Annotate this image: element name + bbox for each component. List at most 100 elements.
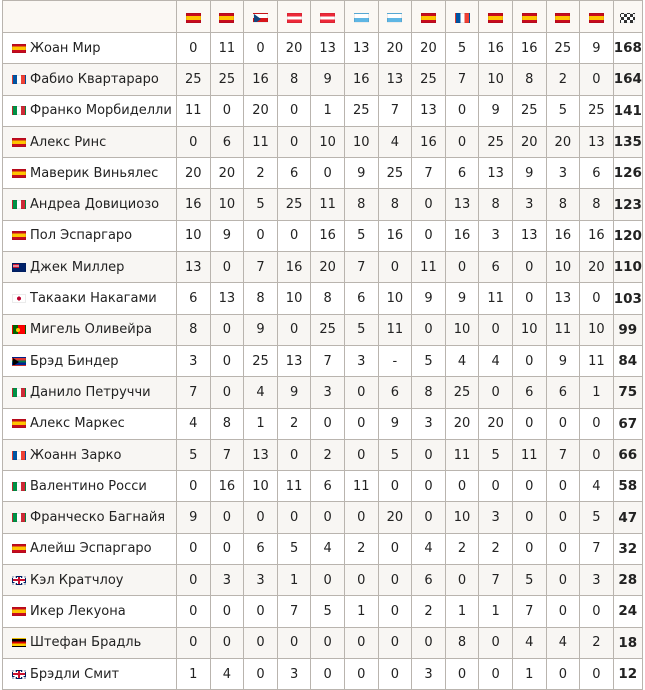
- flag-it-icon: [12, 481, 26, 491]
- rider-name: Алейш Эспаргаро: [30, 541, 152, 557]
- score-cell: 0: [545, 657, 581, 690]
- score-cell: 11: [511, 438, 547, 472]
- score-cell: 6: [176, 282, 211, 315]
- score-cell: 9: [310, 63, 345, 96]
- score-cell: 0: [478, 376, 513, 409]
- rider-name: Мигель Оливейра: [30, 322, 152, 338]
- total-points-cell: 103: [612, 282, 643, 315]
- score-cell: 5: [343, 219, 379, 253]
- flag-at-icon: [320, 12, 336, 23]
- score-cell: 0: [209, 501, 245, 534]
- score-cell: 7: [579, 532, 614, 566]
- score-cell: 7: [209, 438, 245, 472]
- score-cell: 13: [209, 282, 245, 315]
- total-points-cell: 24: [612, 595, 643, 628]
- score-cell: 0: [209, 344, 245, 378]
- score-cell: 0: [545, 532, 581, 566]
- score-cell: 0: [343, 626, 379, 659]
- rider-name: Алекс Маркес: [30, 416, 125, 432]
- score-cell: 16: [209, 470, 245, 503]
- score-cell: 4: [511, 626, 547, 659]
- score-cell: 9: [444, 282, 480, 315]
- score-cell: 6: [411, 564, 446, 597]
- round-header-11: [511, 0, 547, 33]
- score-cell: 1: [176, 657, 211, 690]
- score-cell: 7: [310, 344, 345, 378]
- score-cell: 4: [444, 344, 480, 378]
- rider-name: Андреа Довициозо: [30, 197, 160, 213]
- score-cell: 25: [243, 344, 278, 378]
- total-points-cell: 12: [612, 657, 643, 690]
- score-cell: 8: [411, 376, 446, 409]
- total-points-cell: 67: [612, 407, 643, 440]
- score-cell: 0: [411, 626, 446, 659]
- flag-it-icon: [12, 513, 26, 523]
- score-cell: 0: [276, 626, 312, 659]
- score-cell: 11: [377, 313, 413, 346]
- score-cell: 13: [176, 251, 211, 284]
- rider-name-cell: Франческо Багнайя: [2, 501, 177, 534]
- rider-name: Данило Петруччи: [30, 384, 151, 400]
- round-header-8: [411, 0, 446, 33]
- score-cell: 0: [545, 407, 581, 440]
- score-cell: 3: [310, 376, 345, 409]
- score-cell: 1: [310, 94, 345, 127]
- score-cell: 6: [343, 282, 379, 315]
- score-cell: 8: [478, 188, 513, 221]
- flag-es-icon: [219, 12, 235, 23]
- flag-es-icon: [12, 544, 26, 554]
- score-cell: 11: [478, 282, 513, 315]
- flag-es-icon: [12, 606, 26, 616]
- score-cell: 0: [545, 595, 581, 628]
- total-points-cell: 32: [612, 532, 643, 566]
- score-cell: 0: [444, 94, 480, 127]
- score-cell: 9: [343, 157, 379, 190]
- score-cell: 20: [411, 31, 446, 65]
- score-cell: 0: [478, 470, 513, 503]
- score-cell: 5: [444, 31, 480, 65]
- score-cell: 0: [511, 344, 547, 378]
- flag-it-icon: [12, 200, 26, 210]
- score-cell: 8: [545, 188, 581, 221]
- score-cell: 6: [478, 251, 513, 284]
- score-cell: 0: [310, 626, 345, 659]
- score-cell: 20: [478, 407, 513, 440]
- score-cell: 3: [511, 188, 547, 221]
- total-points-cell: 75: [612, 376, 643, 409]
- table-row: Данило Петруччи 7 0 4 9 3 0 6 8 25 0 6 6 1 75: [2, 376, 643, 409]
- table-row: Брэд Биндер 3 0 25 13 7 3-5 4 4 0 9 11 84: [2, 344, 643, 378]
- score-cell: 0: [511, 470, 547, 503]
- score-cell: 5: [377, 438, 413, 472]
- rider-name: Франко Морбиделли: [30, 103, 172, 119]
- score-cell: 0: [276, 501, 312, 534]
- score-cell: 0: [511, 251, 547, 284]
- score-cell: 5: [343, 313, 379, 346]
- score-cell: 2: [545, 63, 581, 96]
- score-cell: 7: [444, 63, 480, 96]
- table-row: Валентино Росси 0 16 10 11 6 11 0 0 0 0 0 0 4 58: [2, 470, 643, 503]
- score-cell: 11: [444, 438, 480, 472]
- table-row: Мигель Оливейра 8 0 9 0 25 5 11 0 10 0 10 11 10 99: [2, 313, 643, 346]
- score-cell: 20: [579, 251, 614, 284]
- score-cell: 20: [511, 125, 547, 159]
- flag-sm-icon: [387, 12, 403, 23]
- score-cell: 11: [243, 125, 278, 159]
- flag-pt-icon: [12, 325, 26, 335]
- score-cell: 0: [511, 282, 547, 315]
- rider-name-cell: Фабио Квартараро: [2, 63, 177, 96]
- rider-name: Брэд Биндер: [30, 353, 119, 369]
- score-cell: 1: [343, 595, 379, 628]
- score-cell: 16: [310, 219, 345, 253]
- score-cell: 2: [478, 532, 513, 566]
- score-cell: 3: [411, 407, 446, 440]
- score-cell: 16: [343, 63, 379, 96]
- flag-es-icon: [12, 231, 26, 241]
- score-cell: 6: [209, 125, 245, 159]
- score-cell: 0: [310, 407, 345, 440]
- score-cell: 0: [579, 438, 614, 472]
- score-cell: 5: [310, 595, 345, 628]
- score-cell: 0: [411, 438, 446, 472]
- total-points-cell: 66: [612, 438, 643, 472]
- score-cell: 16: [411, 125, 446, 159]
- total-points-cell: 84: [612, 344, 643, 378]
